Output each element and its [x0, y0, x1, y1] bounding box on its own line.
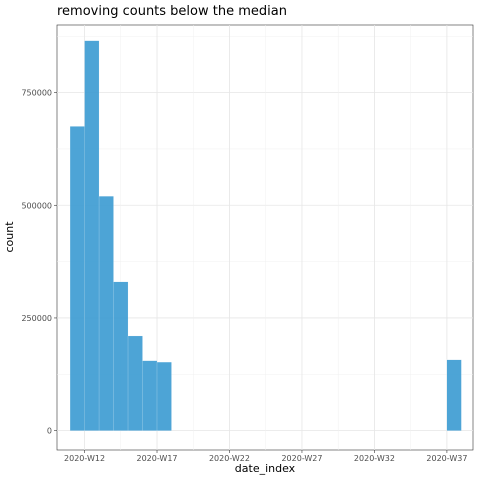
- chart-title: removing counts below the median: [57, 4, 287, 19]
- y-tick-label: 250000: [21, 314, 52, 323]
- histogram-bar: [113, 281, 129, 431]
- y-axis-title: count: [3, 221, 16, 253]
- y-tick-label: 0: [47, 427, 52, 436]
- x-tick-label: 2020-W37: [426, 454, 467, 463]
- y-tick-label: 500000: [21, 201, 52, 210]
- histogram-bar: [142, 360, 158, 431]
- bars-layer: [69, 40, 462, 431]
- x-tick-label: 2020-W32: [354, 454, 395, 463]
- y-tick-label: 750000: [21, 89, 52, 98]
- histogram-bar: [156, 362, 172, 431]
- histogram-bar: [98, 196, 114, 431]
- x-tick-label: 2020-W27: [281, 454, 322, 463]
- x-tick-label: 2020-W17: [137, 454, 178, 463]
- histogram-bar: [446, 359, 462, 431]
- y-axis: 0 250000 500000 750000: [21, 89, 57, 436]
- x-axis-title: date_index: [235, 462, 296, 475]
- histogram-bar: [84, 40, 100, 431]
- histogram-bar: [127, 335, 143, 431]
- histogram-bar: [69, 126, 85, 431]
- x-tick-label: 2020-W22: [209, 454, 250, 463]
- x-tick-label: 2020-W12: [64, 454, 105, 463]
- x-axis: 2020-W12 2020-W17 2020-W22 2020-W27 2020-W32…: [64, 450, 467, 463]
